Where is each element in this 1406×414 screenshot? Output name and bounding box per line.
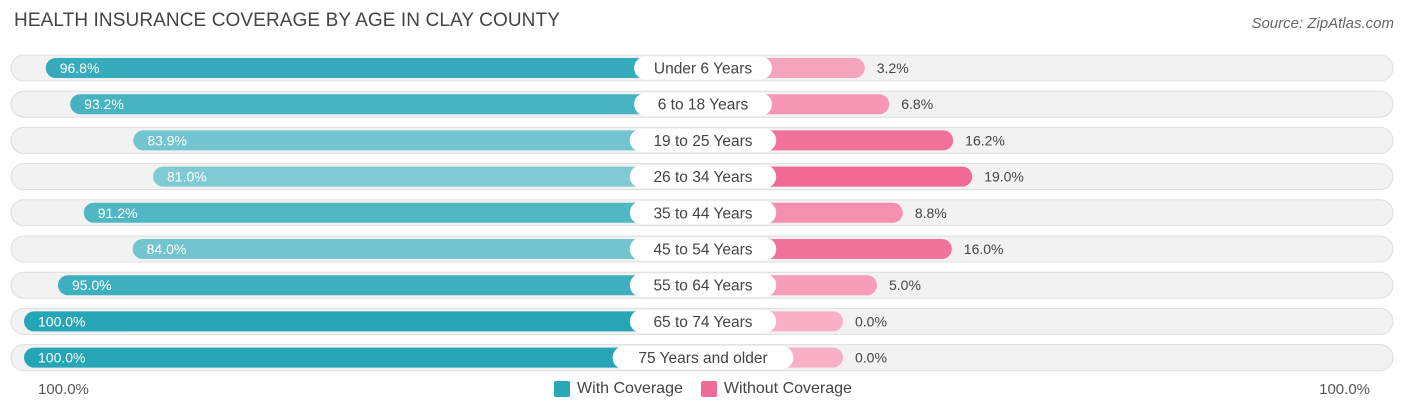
with-coverage-bar [133, 130, 704, 151]
with-coverage-bar [57, 275, 703, 296]
category-pill [629, 165, 777, 189]
without-coverage-value: 5.0% [889, 277, 921, 293]
category-label: Under 6 Years [654, 61, 752, 78]
category-label: 75 Years and older [638, 350, 767, 367]
category-pill [634, 92, 772, 116]
category-label: 6 to 18 Years [658, 97, 749, 114]
axis-left-label: 100.0% [38, 381, 89, 398]
legend: With Coverage Without Coverage [0, 380, 1406, 398]
with-coverage-bar [83, 202, 703, 223]
with-coverage-value: 100.0% [38, 313, 85, 329]
with-coverage-value: 96.8% [60, 60, 100, 76]
with-coverage-value: 91.2% [98, 205, 138, 221]
with-coverage-bar [24, 347, 703, 368]
with-coverage-bar [153, 166, 703, 187]
without-coverage-value: 0.0% [855, 313, 887, 329]
category-label: 26 to 34 Years [653, 169, 752, 186]
category-pill [612, 346, 794, 370]
category-label: 55 to 64 Years [653, 278, 752, 295]
with-coverage-value: 93.2% [84, 96, 124, 112]
legend-item-with-coverage[interactable]: With Coverage [554, 380, 683, 398]
without-coverage-value: 8.8% [915, 205, 947, 221]
with-coverage-value: 81.0% [167, 169, 207, 185]
without-coverage-value: 3.2% [877, 60, 909, 76]
category-label: 45 to 54 Years [653, 242, 752, 259]
without-coverage-swatch [700, 381, 717, 397]
category-pill [634, 56, 772, 80]
with-coverage-value: 95.0% [72, 277, 112, 293]
with-coverage-swatch [554, 381, 571, 397]
category-pill [629, 309, 777, 333]
without-coverage-value: 16.2% [965, 132, 1005, 148]
category-pill [629, 273, 777, 297]
diverging-bar-chart: 96.8% 3.2% Under 6 Years 93.2% 6.8% 6 to 18 Y… [10, 54, 1394, 372]
category-pill [629, 201, 777, 225]
category-label: 65 to 74 Years [653, 314, 752, 331]
legend-label: Without Coverage [723, 380, 852, 397]
category-pill [629, 128, 777, 152]
legend-item-without-coverage[interactable]: Without Coverage [700, 380, 852, 398]
axis-right-label: 100.0% [1319, 381, 1370, 398]
with-coverage-value: 100.0% [38, 350, 85, 366]
chart-title: HEALTH INSURANCE COVERAGE BY AGE IN CLAY… [14, 10, 560, 31]
source-credit: Source: ZipAtlas.com [1251, 15, 1394, 32]
legend-label: With Coverage [577, 380, 683, 397]
with-coverage-bar [132, 239, 703, 259]
without-coverage-value: 19.0% [984, 169, 1024, 185]
without-coverage-value: 16.0% [964, 241, 1004, 257]
without-coverage-value: 0.0% [855, 350, 887, 366]
category-label: 35 to 44 Years [653, 205, 752, 222]
with-coverage-bar [45, 58, 703, 78]
with-coverage-value: 84.0% [147, 241, 187, 257]
with-coverage-bar [70, 94, 703, 115]
category-pill [629, 237, 777, 261]
with-coverage-value: 83.9% [147, 132, 187, 148]
without-coverage-value: 6.8% [901, 96, 933, 112]
category-label: 19 to 25 Years [653, 133, 752, 150]
with-coverage-bar [24, 311, 703, 332]
